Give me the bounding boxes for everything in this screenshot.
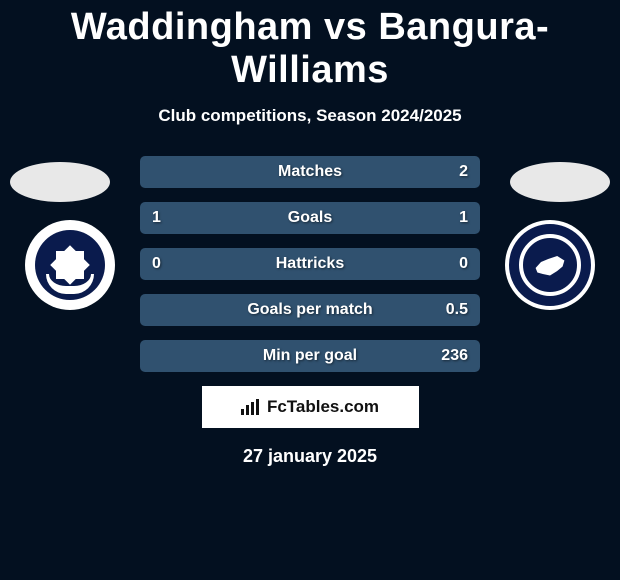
stats-list: Matches 2 1 Goals 1 0 Hattricks 0 Goals … bbox=[140, 156, 480, 372]
shield-icon bbox=[35, 230, 105, 300]
stat-row-goals: 1 Goals 1 bbox=[140, 202, 480, 234]
right-club-badge bbox=[505, 220, 595, 310]
stat-label: Matches bbox=[140, 163, 480, 181]
left-player-avatar bbox=[10, 162, 110, 202]
stat-row-min-per-goal: Min per goal 236 bbox=[140, 340, 480, 372]
page-title: Waddingham vs Bangura-Williams bbox=[0, 0, 620, 92]
stat-label: Min per goal bbox=[140, 347, 480, 365]
stat-label: Goals per match bbox=[140, 301, 480, 319]
right-player-avatar bbox=[510, 162, 610, 202]
stat-label: Hattricks bbox=[140, 255, 480, 273]
left-club-badge bbox=[25, 220, 115, 310]
stat-label: Goals bbox=[140, 209, 480, 227]
source-logo: FcTables.com bbox=[202, 386, 419, 428]
comparison-panel: Matches 2 1 Goals 1 0 Hattricks 0 Goals … bbox=[0, 156, 620, 467]
stat-row-goals-per-match: Goals per match 0.5 bbox=[140, 294, 480, 326]
lion-badge-icon bbox=[509, 224, 591, 306]
stat-row-hattricks: 0 Hattricks 0 bbox=[140, 248, 480, 280]
bar-chart-icon bbox=[241, 399, 261, 415]
page-subtitle: Club competitions, Season 2024/2025 bbox=[0, 106, 620, 126]
stat-row-matches: Matches 2 bbox=[140, 156, 480, 188]
snapshot-date: 27 january 2025 bbox=[0, 446, 620, 467]
source-logo-text: FcTables.com bbox=[267, 397, 379, 417]
